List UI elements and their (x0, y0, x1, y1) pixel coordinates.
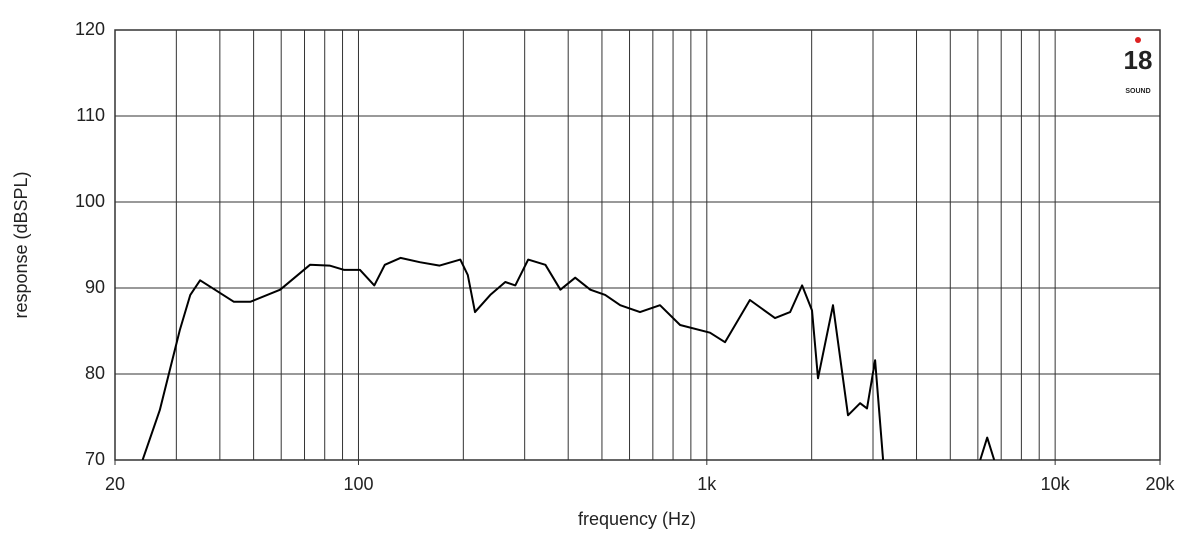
x-tick-label: 10k (1041, 474, 1071, 494)
x-tick-label: 20 (105, 474, 125, 494)
logo: 18 SOUND (1124, 37, 1153, 95)
y-tick-label: 90 (85, 277, 105, 297)
logo-word: SOUND (1125, 88, 1150, 95)
y-tick-label: 110 (76, 105, 105, 125)
plot-frame (114, 29, 1161, 461)
y-axis-label: response (dBSPL) (11, 171, 31, 318)
y-tick-label: 100 (75, 191, 105, 211)
logo-number: 18 (1124, 45, 1153, 75)
y-tick-label: 80 (85, 363, 105, 383)
x-tick-label: 1k (697, 474, 717, 494)
x-tick-label: 20k (1145, 474, 1175, 494)
x-tick-label: 100 (343, 474, 373, 494)
logo-star (1135, 37, 1141, 43)
response-curve (141, 256, 996, 460)
x-axis-label: frequency (Hz) (578, 509, 696, 529)
y-tick-label: 70 (85, 449, 105, 469)
y-tick-label: 120 (75, 19, 105, 39)
